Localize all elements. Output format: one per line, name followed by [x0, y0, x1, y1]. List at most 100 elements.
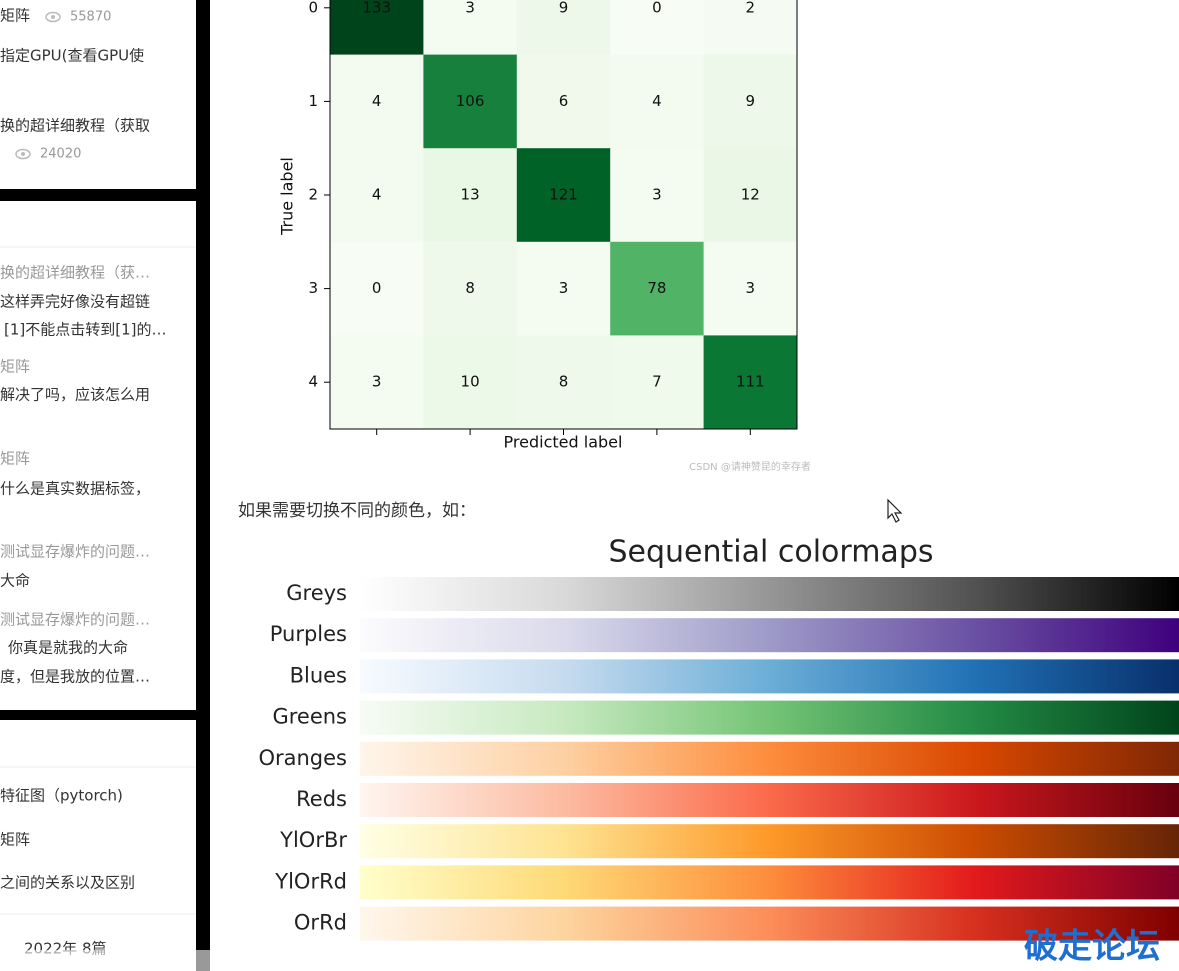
cell: [610, 0, 705, 56]
cell: [703, 54, 798, 149]
cell-value: 4: [652, 92, 662, 110]
colormap-name: Reds: [296, 787, 347, 811]
cell: [516, 54, 611, 149]
cell-value: 13: [461, 186, 480, 204]
cell: [516, 0, 611, 56]
cell-value: 10: [461, 373, 480, 391]
cell-value: 3: [465, 0, 475, 16]
cell: [610, 335, 705, 430]
cell: [703, 148, 798, 243]
y-tick-label: 1: [308, 92, 318, 110]
cell: [423, 54, 518, 149]
view-count: 24020: [40, 147, 81, 162]
cell: [516, 241, 611, 336]
colormap-bar: [360, 659, 1179, 694]
cell-value: 121: [549, 186, 578, 204]
cell: [330, 0, 424, 56]
cell: [330, 54, 424, 149]
cell: [423, 335, 518, 430]
y-tick-label: 4: [308, 373, 318, 391]
cell: [423, 148, 518, 243]
cell-value: 9: [746, 92, 756, 110]
cell-value: 3: [652, 186, 662, 204]
cell-value: 3: [559, 279, 569, 297]
cell-value: 12: [741, 186, 760, 204]
cell-value: 4: [372, 186, 382, 204]
cell: [330, 241, 424, 336]
comment-text: 大命: [0, 572, 30, 590]
comment-text: 解决了吗，应该怎么用: [0, 386, 150, 404]
cell-value: 78: [647, 279, 666, 297]
comment-text: 什么是真实数据标签，: [0, 480, 150, 498]
colormap-bar: [360, 824, 1179, 859]
cell: [516, 335, 611, 430]
cell-value: 6: [559, 92, 569, 110]
recent-article[interactable]: 矩阵: [0, 831, 30, 849]
eye-icon: [45, 11, 61, 23]
comment-title[interactable]: 测试显存爆炸的问题…: [0, 611, 150, 629]
panel-hot: [0, 0, 196, 189]
colormap-bar: [360, 618, 1179, 653]
cell: [610, 54, 705, 149]
colormap-name: Oranges: [258, 746, 347, 770]
cell-value: 8: [465, 279, 475, 297]
cell: [703, 335, 798, 430]
recent-article[interactable]: 特征图（pytorch): [0, 787, 123, 805]
confusion-matrix: 133 3 9 0 24 106 6 4 94 13 121 3 120 8 3 78 33 10 8 7 111012…: [308, 0, 798, 435]
eye-icon: [15, 148, 31, 160]
image-watermark: CSDN @请神赞昆的幸存者: [689, 460, 811, 473]
cell-value: 3: [372, 373, 382, 391]
comment-title[interactable]: 换的超详细教程（获…: [0, 264, 150, 282]
panel-comments: [0, 201, 196, 710]
cell: [703, 241, 798, 336]
cell-value: 111: [736, 373, 765, 391]
cell: [423, 0, 518, 56]
colormap-name: Greys: [286, 581, 347, 605]
colormap-list: Greys Purples Blues Greens Oranges Reds YlOrBr…: [258, 577, 1179, 941]
x-axis-label: Predicted label: [504, 433, 623, 452]
cell-value: 0: [372, 279, 382, 297]
cell: [423, 241, 518, 336]
mouse-cursor: [887, 498, 903, 523]
cell-value: 0: [652, 0, 662, 16]
cell-value: 9: [559, 0, 569, 16]
view-count: 55870: [70, 10, 111, 25]
hot-article[interactable]: 指定GPU(查看GPU使: [0, 47, 144, 65]
recent-article[interactable]: 之间的关系以及区别: [0, 874, 135, 892]
panel-recent: [0, 720, 196, 971]
cell: [610, 241, 705, 336]
colormap-name: Greens: [272, 705, 347, 729]
site-watermark: 破走论坛: [1024, 927, 1160, 967]
comment-title[interactable]: 矩阵: [0, 358, 30, 376]
cell: [610, 148, 705, 243]
colormap-name: Purples: [270, 622, 347, 646]
colormap-name: Blues: [290, 663, 347, 687]
hot-article[interactable]: 矩阵: [0, 7, 30, 25]
bottom-fade: [0, 950, 1179, 971]
colormap-name: YlOrRd: [274, 869, 347, 893]
colormap-bar: [360, 577, 1179, 611]
colormap-bar: [360, 700, 1179, 735]
comment-text: 这样弄完好像没有超链: [0, 293, 150, 311]
cell-value: 2: [746, 0, 756, 16]
y-tick-label: 3: [308, 279, 318, 297]
cell: [516, 148, 611, 243]
colormap-bar: [360, 783, 1179, 817]
comment-text: [1]不能点击转到[1]的…: [4, 321, 167, 339]
y-tick-label: 0: [308, 0, 318, 16]
colormap-bar: [360, 741, 1179, 776]
cell-value: 106: [456, 92, 485, 110]
colormap-name: OrRd: [294, 911, 347, 935]
cell: [330, 148, 424, 243]
cell-value: 8: [559, 373, 569, 391]
cell-value: 7: [652, 373, 662, 391]
comment-title[interactable]: 测试显存爆炸的问题…: [0, 543, 150, 561]
cell-value: 4: [372, 92, 382, 110]
colormap-name: YlOrBr: [279, 828, 347, 852]
cell-value: 3: [746, 279, 756, 297]
y-tick-label: 2: [308, 186, 318, 204]
comment-title[interactable]: 矩阵: [0, 450, 30, 468]
hot-article[interactable]: 换的超详细教程（获取: [0, 117, 150, 135]
cell-value: 133: [362, 0, 391, 16]
y-axis-label: True label: [278, 157, 297, 236]
